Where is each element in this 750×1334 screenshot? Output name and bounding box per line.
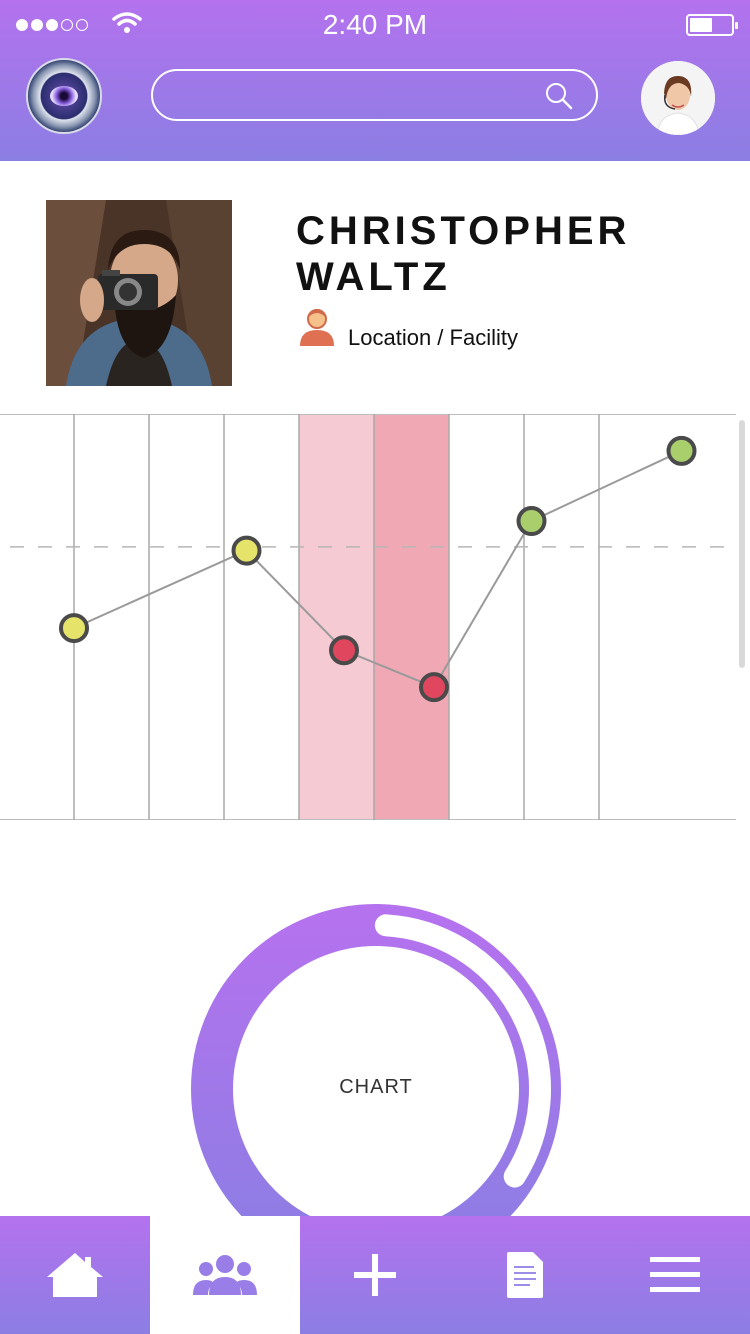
people-icon — [193, 1255, 257, 1295]
data-point — [329, 635, 359, 666]
status-time: 2:40 PM — [322, 9, 428, 40]
person-icon — [300, 309, 334, 346]
tab-documents[interactable] — [450, 1216, 600, 1334]
plus-icon — [354, 1254, 396, 1296]
menu-icon — [650, 1257, 700, 1292]
tab-add[interactable] — [300, 1216, 450, 1334]
progress-arc — [374, 914, 551, 1188]
profile-photo — [46, 200, 232, 386]
data-point — [59, 613, 89, 644]
wifi-icon — [112, 12, 142, 33]
battery-icon — [686, 14, 738, 36]
bottom-tab-bar — [0, 1216, 750, 1334]
tab-menu[interactable] — [600, 1216, 750, 1334]
signal-strength-icon — [16, 19, 88, 31]
profile-name-line2: WALTZ — [296, 255, 451, 299]
data-point — [231, 535, 262, 566]
data-point — [666, 435, 697, 466]
highlight-band — [374, 414, 449, 820]
eye-seal-logo[interactable] — [26, 58, 102, 134]
data-point — [516, 506, 547, 537]
tab-home[interactable] — [0, 1216, 150, 1334]
document-icon — [507, 1252, 543, 1298]
tab-people[interactable] — [150, 1216, 300, 1334]
trend-line-chart — [0, 414, 736, 820]
status-bar: 2:40 PM — [0, 0, 750, 50]
data-point — [419, 672, 449, 703]
scrollbar[interactable] — [739, 420, 745, 668]
search-icon[interactable] — [544, 81, 574, 111]
app-header: 2:40 PM — [0, 0, 750, 161]
support-agent-avatar[interactable] — [641, 61, 715, 135]
profile-name: CHRISTOPHER WALTZ — [296, 208, 716, 300]
chart-center-label: CHART — [339, 1076, 413, 1098]
home-icon — [47, 1253, 103, 1297]
profile-name-line1: CHRISTOPHER — [296, 209, 631, 253]
series-line — [73, 450, 682, 689]
search-input[interactable] — [151, 69, 598, 121]
location-label: Location / Facility — [348, 325, 518, 350]
